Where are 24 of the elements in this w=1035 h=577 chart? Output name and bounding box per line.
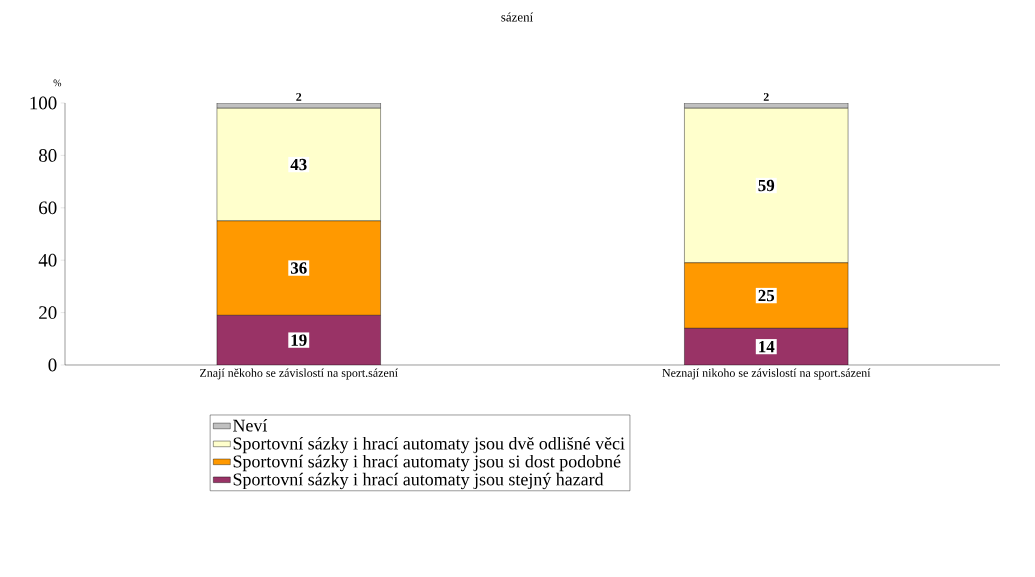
data-label: 2 (296, 92, 302, 101)
legend-label: Sportovní sázky i hrací automaty jsou stejný hazard (233, 472, 604, 490)
data-label: 43 (290, 158, 307, 171)
data-label: 19 (291, 334, 307, 346)
y-tick-label: 20 (39, 306, 57, 319)
chart-title: sázení (501, 12, 534, 22)
bar (684, 328, 849, 365)
y-tick-label: 0 (48, 358, 57, 372)
data-label: 36 (290, 262, 307, 274)
y-axis-title: % (53, 79, 62, 87)
y-tick-label: 60 (39, 201, 57, 215)
bar (216, 315, 381, 365)
y-tick-label: 40 (38, 253, 57, 267)
y-tick-label: 80 (39, 149, 57, 162)
data-label: 2 (763, 92, 769, 101)
data-label: 25 (758, 289, 775, 302)
y-tick-label: 100 (30, 96, 57, 110)
legend-label: Neví (233, 418, 268, 432)
data-label: 14 (759, 341, 775, 353)
data-label: 59 (758, 179, 775, 192)
legend-label: Sportovní sázky i hrací automaty jsou si dost podobné (233, 454, 621, 472)
x-tick-label: Neznají nikoho se závislostí na sport.sázení (662, 368, 871, 380)
x-tick-label: Znají někoho se závislostí na sport.sázení (200, 368, 398, 380)
legend-label: Sportovní sázky i hrací automaty jsou dvě odlišné věci (233, 436, 625, 454)
